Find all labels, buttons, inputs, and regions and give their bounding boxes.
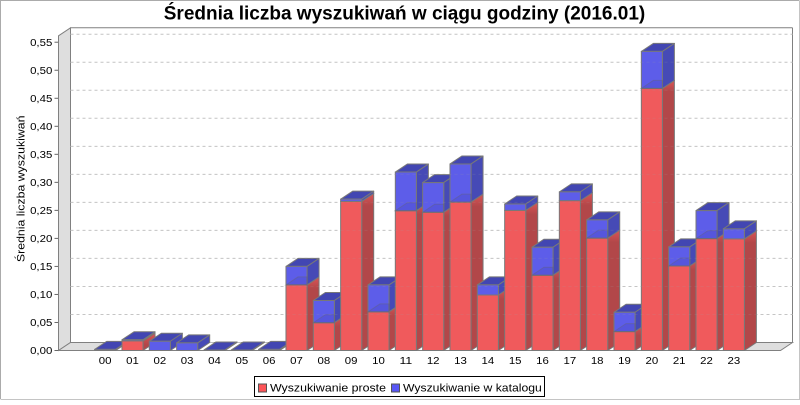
svg-text:0,55: 0,55 — [30, 38, 53, 49]
svg-text:0,30: 0,30 — [30, 178, 53, 189]
svg-text:10: 10 — [372, 356, 385, 367]
svg-text:0,20: 0,20 — [30, 234, 53, 245]
svg-text:Wyszukiwanie w katalogu: Wyszukiwanie w katalogu — [403, 383, 542, 395]
svg-text:14: 14 — [482, 356, 495, 367]
svg-text:09: 09 — [345, 356, 358, 367]
svg-text:0,35: 0,35 — [30, 150, 53, 161]
svg-text:18: 18 — [591, 356, 604, 367]
svg-text:23: 23 — [728, 356, 741, 367]
svg-text:0,50: 0,50 — [30, 66, 53, 77]
svg-text:12: 12 — [427, 356, 440, 367]
svg-text:20: 20 — [646, 356, 659, 367]
svg-text:00: 00 — [99, 356, 112, 367]
svg-text:08: 08 — [317, 356, 330, 367]
svg-text:22: 22 — [700, 356, 713, 367]
svg-text:15: 15 — [509, 356, 522, 367]
svg-text:06: 06 — [263, 356, 276, 367]
svg-text:0,05: 0,05 — [30, 318, 53, 329]
svg-text:21: 21 — [673, 356, 686, 367]
svg-text:17: 17 — [564, 356, 577, 367]
svg-text:0,45: 0,45 — [30, 94, 53, 105]
svg-text:0,15: 0,15 — [30, 262, 53, 273]
svg-text:05: 05 — [235, 356, 248, 367]
svg-text:03: 03 — [181, 356, 194, 367]
svg-text:Średnia liczba wyszukiwań: Średnia liczba wyszukiwań — [15, 116, 28, 263]
svg-text:0,40: 0,40 — [30, 122, 53, 133]
svg-text:01: 01 — [126, 356, 139, 367]
svg-text:19: 19 — [618, 356, 631, 367]
svg-text:13: 13 — [454, 356, 467, 367]
svg-text:07: 07 — [290, 356, 303, 367]
svg-text:11: 11 — [399, 356, 412, 367]
svg-text:0,10: 0,10 — [30, 290, 53, 301]
svg-text:16: 16 — [536, 356, 549, 367]
svg-text:04: 04 — [208, 356, 221, 367]
svg-text:02: 02 — [153, 356, 166, 367]
svg-text:0,25: 0,25 — [30, 206, 53, 217]
svg-text:Średnia liczba wyszukiwań w ci: Średnia liczba wyszukiwań w ciągu godzin… — [164, 3, 646, 25]
svg-text:Wyszukiwanie proste: Wyszukiwanie proste — [270, 383, 386, 395]
svg-text:0,00: 0,00 — [30, 346, 53, 357]
